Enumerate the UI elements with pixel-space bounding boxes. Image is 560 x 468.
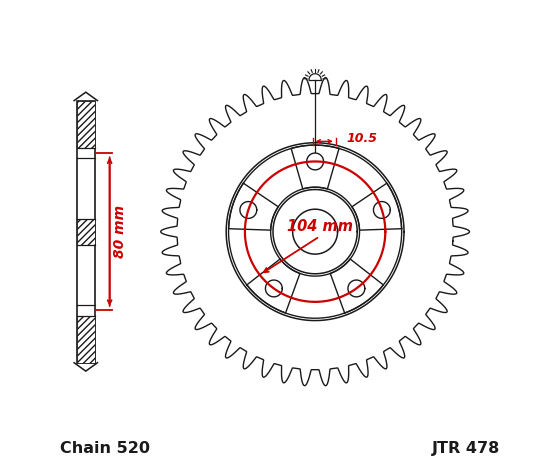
Text: JTR 478: JTR 478 <box>432 441 500 456</box>
Text: 10.5: 10.5 <box>347 132 378 146</box>
Bar <box>77 101 95 148</box>
Bar <box>77 219 95 245</box>
Text: Chain 520: Chain 520 <box>60 441 150 456</box>
Bar <box>77 315 95 363</box>
Text: 104 mm: 104 mm <box>287 219 353 234</box>
Text: 80 mm: 80 mm <box>113 205 127 258</box>
